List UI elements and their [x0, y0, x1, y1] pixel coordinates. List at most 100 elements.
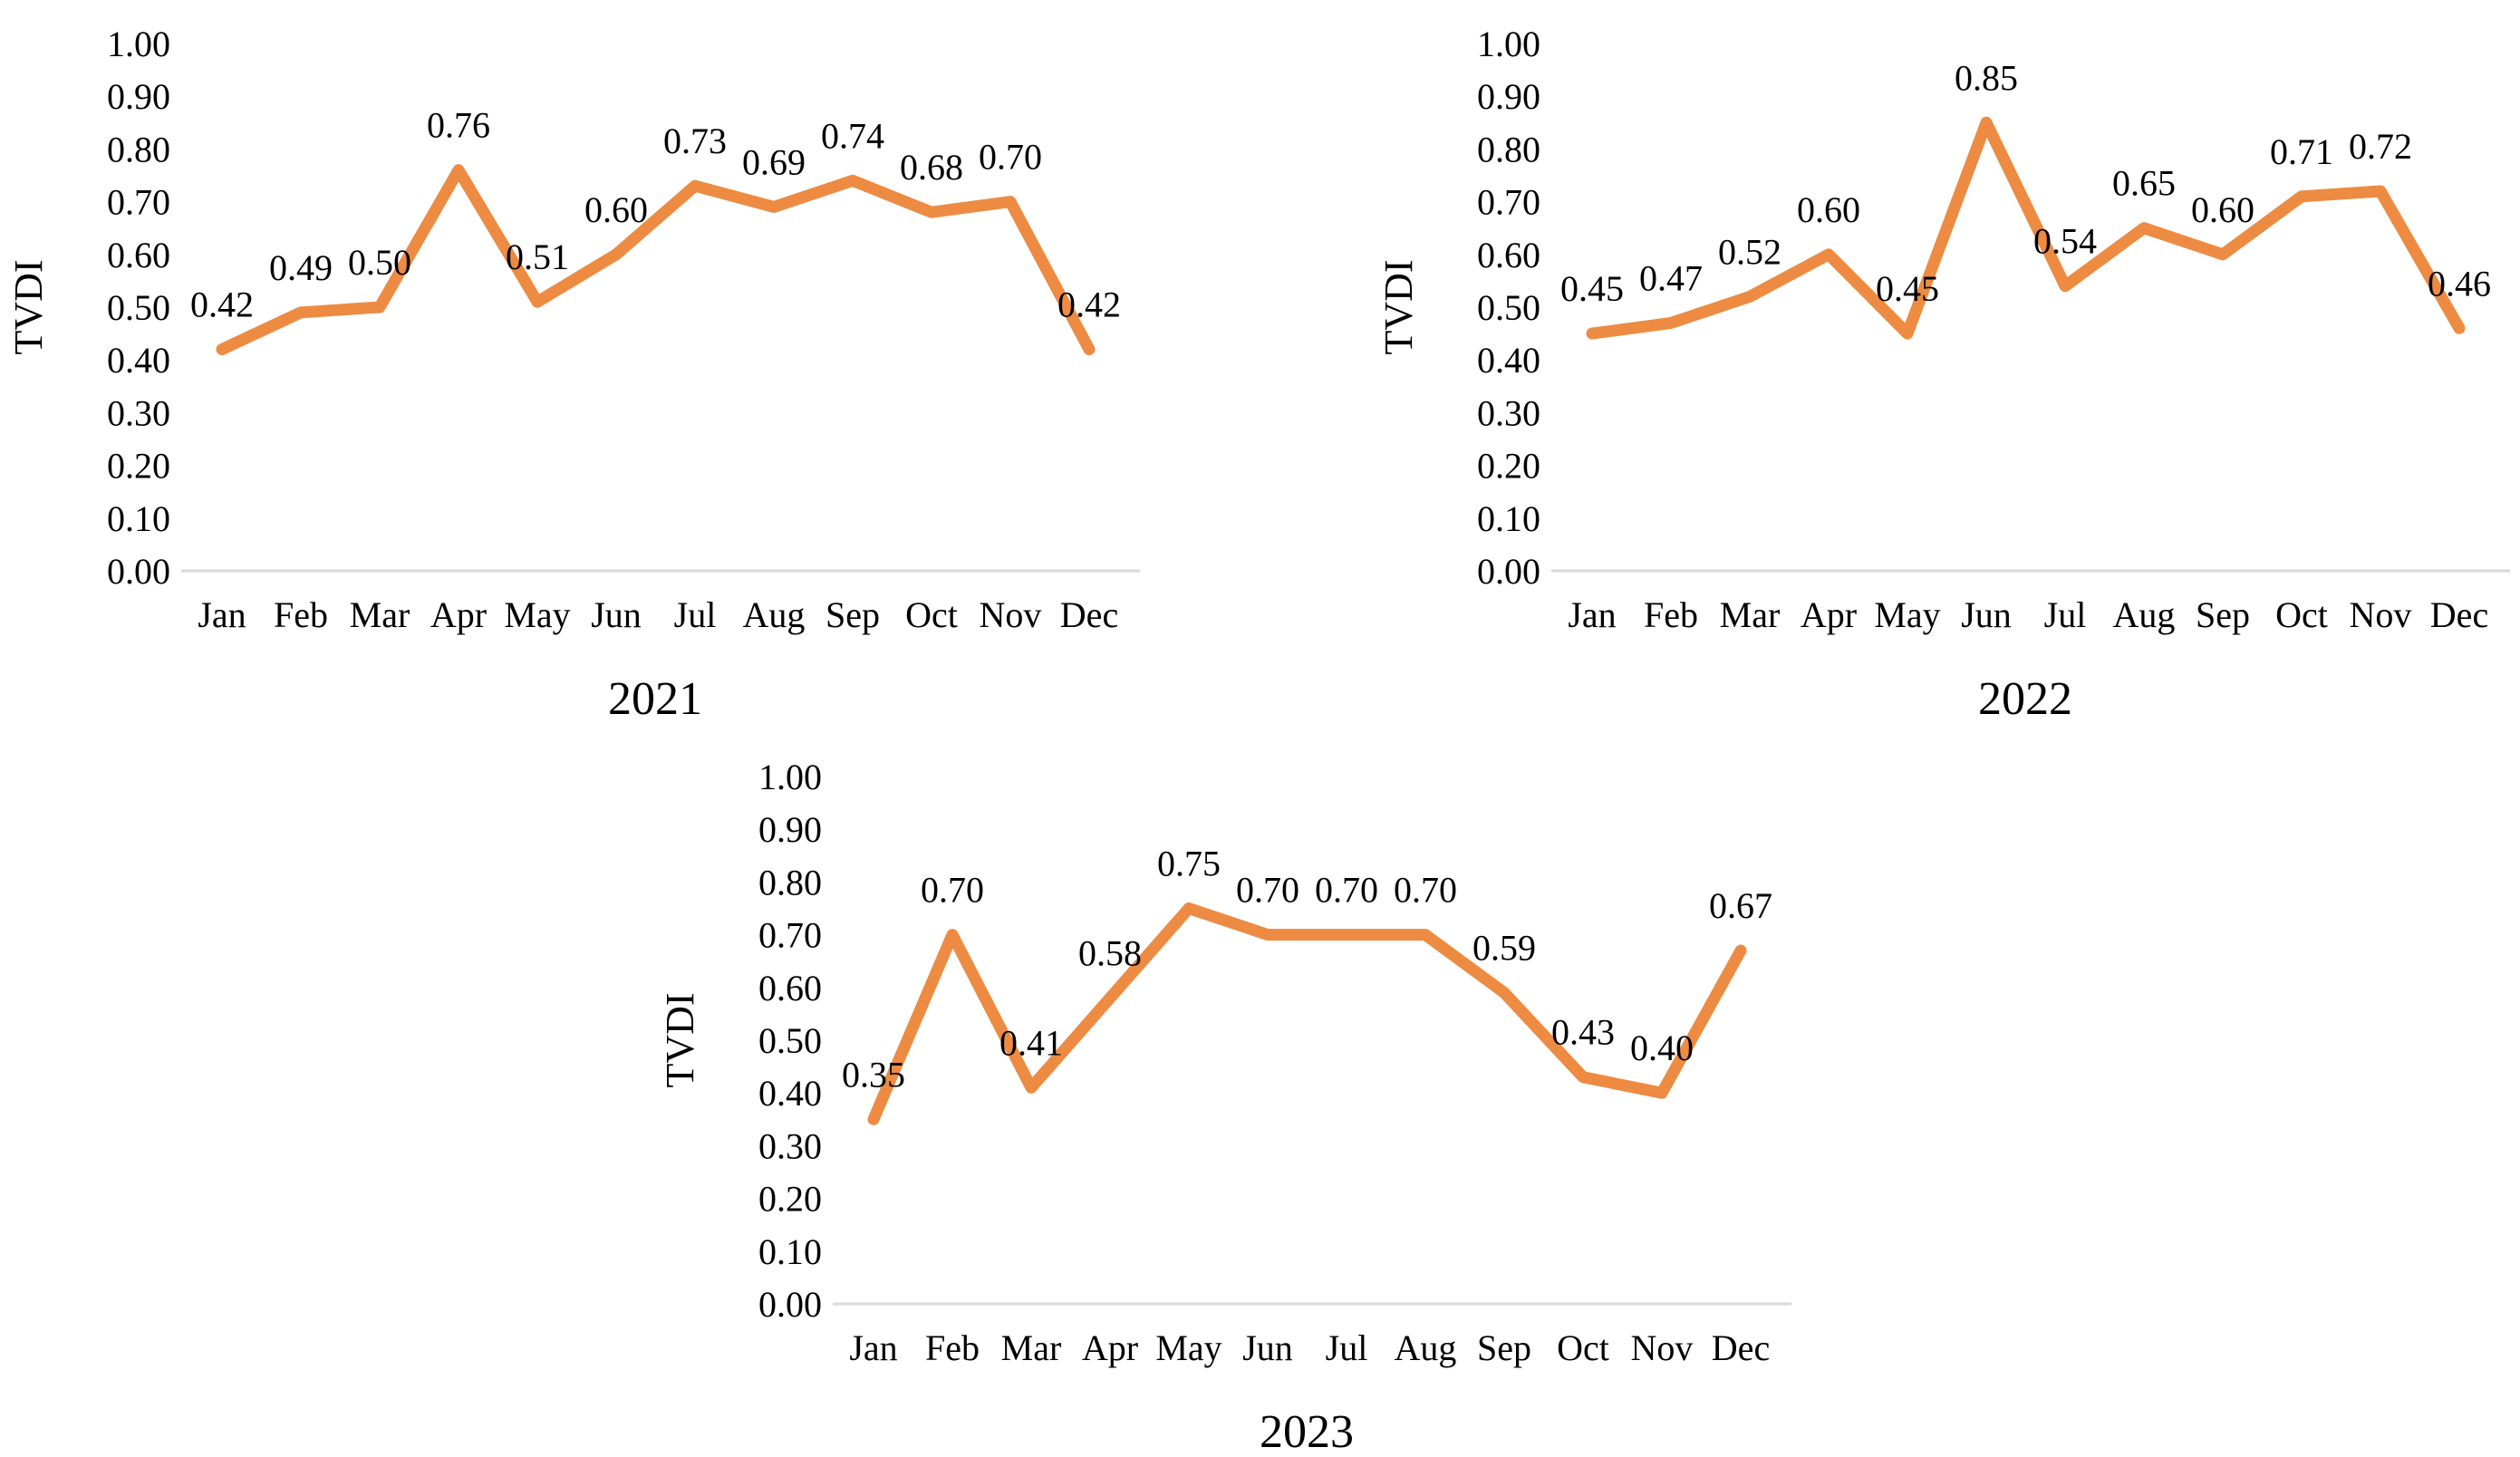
data-label: 0.59 — [1472, 928, 1536, 969]
x-tick-label: Aug — [1395, 1327, 1457, 1368]
y-tick-label: 0.90 — [758, 809, 822, 850]
x-tick-label: Apr — [430, 594, 487, 635]
data-label: 0.42 — [190, 285, 254, 325]
data-label: 0.47 — [1639, 257, 1703, 298]
data-label: 0.54 — [2033, 221, 2097, 262]
y-tick-label: 1.00 — [107, 24, 170, 64]
x-tick-label: Oct — [1557, 1327, 1609, 1368]
y-tick-label: 0.50 — [107, 287, 170, 328]
y-tick-label: 0.80 — [758, 862, 822, 902]
x-tick-label: Sep — [2196, 594, 2250, 635]
x-tick-label: May — [1155, 1327, 1221, 1368]
x-tick-label: Nov — [2350, 594, 2412, 635]
y-tick-label: 0.70 — [107, 182, 170, 223]
data-label: 0.41 — [999, 1022, 1063, 1063]
data-label: 0.50 — [348, 242, 411, 283]
x-tick-label: Jul — [2044, 594, 2087, 635]
chart-title: 2021 — [608, 673, 702, 725]
x-tick-label: Jul — [674, 594, 717, 635]
data-label: 0.70 — [1236, 870, 1299, 911]
data-label: 0.60 — [2191, 189, 2254, 230]
x-tick-label: Nov — [980, 594, 1042, 635]
x-tick-label: Aug — [743, 594, 806, 635]
y-tick-label: 0.40 — [107, 340, 170, 381]
data-label: 0.70 — [979, 137, 1042, 178]
x-tick-label: Sep — [1477, 1327, 1531, 1368]
x-tick-label: Oct — [905, 594, 958, 635]
y-axis-title: TVDI — [6, 259, 51, 354]
x-tick-label: Jan — [849, 1327, 897, 1368]
data-label: 0.40 — [1630, 1028, 1694, 1068]
y-tick-label: 0.30 — [1477, 392, 1540, 433]
chart-2023: TVDI 0.00 0.10 0.20 0.30 0.40 0.50 0.60 0.70 0.80… — [652, 733, 1911, 1457]
y-tick-label: 1.00 — [1477, 24, 1540, 64]
data-label: 0.49 — [269, 247, 333, 288]
x-tick-label: Jun — [591, 594, 642, 635]
y-tick-label: 0.30 — [758, 1125, 822, 1166]
x-tick-label: Dec — [1060, 594, 1118, 635]
x-tick-label: May — [504, 594, 570, 635]
chart-title: 2022 — [1978, 673, 2072, 725]
data-label: 0.65 — [2112, 163, 2176, 204]
chart-2021: TVDI 0.00 0.10 0.20 0.30 0.40 0.50 0.60 0.70 0.80… — [0, 0, 1260, 734]
y-tick-label: 0.30 — [107, 392, 170, 433]
x-tick-label: May — [1874, 594, 1940, 635]
y-tick-label: 0.20 — [1477, 446, 1540, 487]
y-tick-label: 0.00 — [1477, 551, 1540, 592]
data-label: 0.35 — [842, 1054, 905, 1095]
data-label: 0.46 — [2428, 263, 2491, 304]
x-tick-label: Nov — [1631, 1327, 1694, 1368]
x-tick-label: Jun — [1242, 1327, 1293, 1368]
y-tick-label: 0.80 — [107, 129, 170, 169]
data-label: 0.52 — [1718, 231, 1781, 272]
data-label: 0.42 — [1057, 285, 1121, 325]
tvdi-line-series — [1586, 116, 2466, 340]
y-tick-label: 0.20 — [758, 1179, 822, 1220]
x-tick-label: Jun — [1961, 594, 2012, 635]
y-tick-label: 0.60 — [758, 968, 822, 1008]
y-tick-label: 0.80 — [1477, 129, 1540, 169]
data-label: 0.76 — [427, 105, 490, 146]
y-tick-label: 0.10 — [107, 498, 170, 539]
y-tick-label: 0.00 — [758, 1284, 822, 1325]
x-tick-label: Dec — [2430, 594, 2488, 635]
x-tick-label: Apr — [1801, 594, 1857, 635]
data-label: 0.70 — [1315, 870, 1378, 911]
x-tick-label: Mar — [350, 594, 410, 635]
data-label: 0.70 — [1394, 870, 1457, 911]
x-tick-label: Mar — [1001, 1327, 1062, 1368]
data-label: 0.60 — [584, 189, 648, 230]
y-axis-title: TVDI — [1376, 259, 1421, 354]
data-label: 0.72 — [2349, 126, 2412, 167]
chart-2022: TVDI 0.00 0.10 0.20 0.30 0.40 0.50 0.60 0.70 0.80… — [1370, 0, 2520, 734]
y-tick-label: 1.00 — [758, 757, 822, 797]
data-label: 0.69 — [742, 141, 806, 182]
x-tick-label: Aug — [2113, 594, 2176, 635]
y-tick-label: 0.90 — [1477, 76, 1540, 117]
y-tick-label: 0.50 — [1477, 287, 1540, 328]
chart-title: 2023 — [1260, 1406, 1354, 1457]
x-tick-label: Sep — [826, 594, 880, 635]
x-tick-label: Apr — [1082, 1327, 1138, 1368]
y-tick-label: 0.00 — [107, 551, 170, 592]
y-tick-label: 0.10 — [1477, 498, 1540, 539]
data-label: 0.43 — [1551, 1012, 1615, 1053]
y-tick-label: 0.70 — [1477, 182, 1540, 223]
data-label: 0.71 — [2270, 131, 2333, 172]
y-tick-label: 0.50 — [758, 1020, 822, 1061]
x-tick-label: Feb — [274, 594, 328, 635]
data-label: 0.68 — [900, 147, 963, 188]
data-label: 0.73 — [663, 121, 727, 161]
y-tick-label: 0.40 — [758, 1073, 822, 1114]
y-tick-label: 0.60 — [1477, 235, 1540, 275]
x-tick-label: Feb — [1644, 594, 1698, 635]
data-label: 0.74 — [821, 115, 884, 156]
y-tick-label: 0.20 — [107, 446, 170, 487]
data-label: 0.85 — [1955, 57, 2018, 98]
chart-svg-2022: TVDI 0.00 0.10 0.20 0.30 0.40 0.50 0.60 0.70 0.80… — [1376, 24, 2510, 725]
x-tick-label: Jan — [1568, 594, 1616, 635]
chart-svg-2021: TVDI 0.00 0.10 0.20 0.30 0.40 0.50 0.60 0.70 0.80… — [6, 24, 1140, 725]
x-tick-label: Mar — [1720, 594, 1781, 635]
chart-svg-2023: TVDI 0.00 0.10 0.20 0.30 0.40 0.50 0.60 0.70 0.80… — [658, 757, 1791, 1457]
